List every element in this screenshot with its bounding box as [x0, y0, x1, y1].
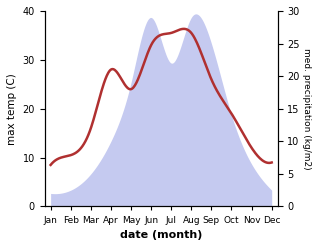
Y-axis label: med. precipitation (kg/m2): med. precipitation (kg/m2)	[302, 48, 311, 169]
X-axis label: date (month): date (month)	[120, 230, 202, 240]
Y-axis label: max temp (C): max temp (C)	[7, 73, 17, 144]
